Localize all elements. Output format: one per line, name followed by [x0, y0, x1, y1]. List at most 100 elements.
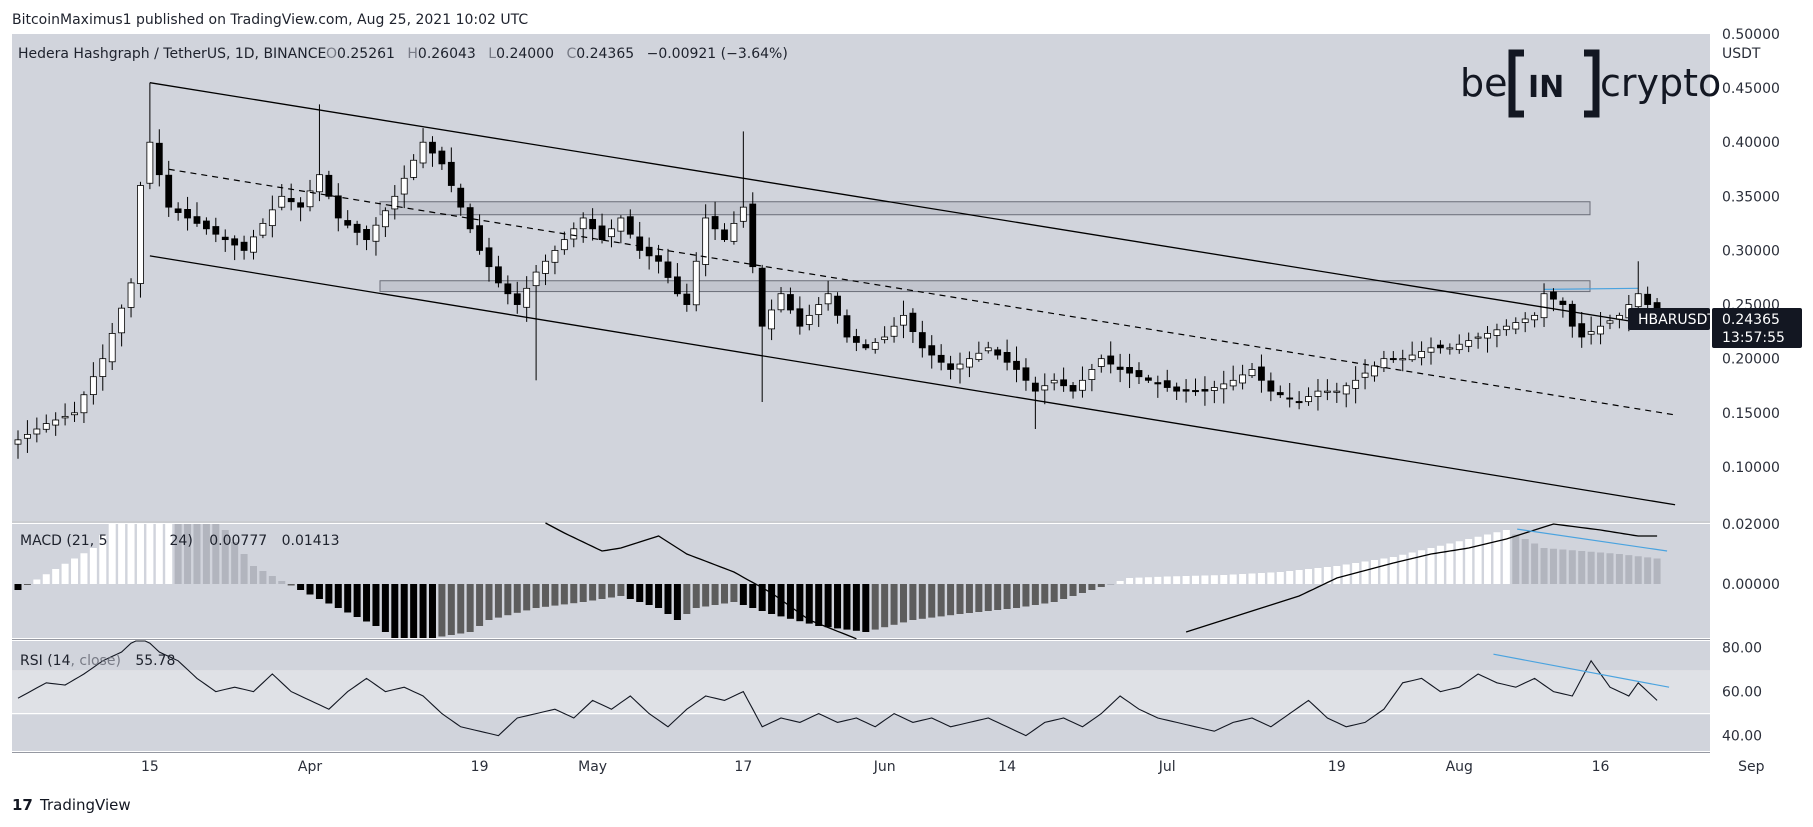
candle-body[interactable]	[909, 312, 917, 333]
candle-body[interactable]	[297, 202, 305, 208]
candle-body[interactable]	[155, 142, 163, 176]
candle-body[interactable]	[1276, 392, 1284, 396]
candle-body[interactable]	[636, 236, 644, 251]
candle-body[interactable]	[711, 216, 719, 230]
candle-body[interactable]	[1521, 318, 1529, 323]
candle-body[interactable]	[1606, 320, 1614, 324]
candle-body[interactable]	[410, 159, 418, 178]
candle-body[interactable]	[1050, 379, 1058, 384]
candle-body[interactable]	[1568, 303, 1576, 327]
candle-body[interactable]	[608, 228, 615, 238]
candle-body[interactable]	[1145, 377, 1152, 381]
candle-body[interactable]	[495, 266, 502, 284]
candle-body[interactable]	[250, 236, 257, 253]
candle-body[interactable]	[570, 228, 578, 240]
candle-body[interactable]	[1408, 354, 1416, 361]
candle-body[interactable]	[1182, 389, 1190, 392]
candle-body[interactable]	[429, 141, 436, 154]
candle-body[interactable]	[240, 241, 248, 251]
candle-body[interactable]	[1041, 385, 1049, 391]
candle-body[interactable]	[1314, 390, 1322, 397]
candle-body[interactable]	[1380, 358, 1388, 369]
candle-body[interactable]	[268, 209, 276, 227]
candle-body[interactable]	[184, 209, 191, 219]
resistance-zone[interactable]	[379, 201, 1591, 216]
candle-body[interactable]	[80, 394, 88, 414]
candle-body[interactable]	[739, 206, 747, 222]
candle-body[interactable]	[532, 271, 540, 287]
candle-body[interactable]	[1418, 351, 1425, 359]
candle-body[interactable]	[702, 217, 710, 265]
candle-body[interactable]	[824, 293, 832, 305]
candle-body[interactable]	[42, 423, 50, 430]
candle-body[interactable]	[598, 225, 606, 241]
candle-body[interactable]	[513, 293, 521, 305]
candle-body[interactable]	[1305, 396, 1312, 403]
candle-body[interactable]	[344, 220, 352, 226]
candle-body[interactable]	[306, 190, 314, 208]
candle-body[interactable]	[881, 336, 889, 341]
candle-body[interactable]	[353, 223, 361, 233]
candle-body[interactable]	[1361, 372, 1369, 378]
candle-body[interactable]	[589, 218, 597, 230]
candle-body[interactable]	[1295, 401, 1303, 404]
candle-body[interactable]	[278, 195, 286, 208]
candle-body[interactable]	[1389, 358, 1397, 361]
candle-body[interactable]	[890, 325, 898, 337]
candle-body[interactable]	[1079, 379, 1086, 391]
candle-body[interactable]	[466, 207, 474, 230]
candle-body[interactable]	[664, 261, 672, 278]
candle-body[interactable]	[1634, 293, 1642, 308]
candle-body[interactable]	[1022, 367, 1030, 381]
candle-body[interactable]	[476, 225, 483, 251]
candle-body[interactable]	[1286, 397, 1294, 400]
candle-body[interactable]	[787, 294, 794, 311]
candle-body[interactable]	[749, 203, 757, 268]
candle-body[interactable]	[1069, 385, 1077, 392]
candle-body[interactable]	[372, 224, 380, 242]
candle-body[interactable]	[108, 333, 116, 363]
candle-body[interactable]	[1210, 387, 1218, 391]
candle-body[interactable]	[61, 415, 69, 419]
candle-body[interactable]	[984, 347, 992, 352]
candle-body[interactable]	[363, 229, 370, 241]
candle-body[interactable]	[316, 174, 323, 193]
candle-body[interactable]	[674, 276, 681, 295]
candle-body[interactable]	[956, 363, 964, 370]
resistance-zone[interactable]	[379, 280, 1591, 293]
candle-body[interactable]	[438, 150, 446, 165]
candle-body[interactable]	[1088, 369, 1096, 380]
candle-body[interactable]	[1031, 382, 1039, 392]
candle-body[interactable]	[1192, 390, 1199, 393]
candle-body[interactable]	[1003, 351, 1011, 363]
candle-body[interactable]	[768, 309, 775, 330]
candle-body[interactable]	[1342, 385, 1350, 395]
candle-body[interactable]	[174, 208, 182, 213]
candle-body[interactable]	[1559, 300, 1567, 305]
candle-body[interactable]	[334, 195, 342, 219]
candle-body[interactable]	[1220, 383, 1228, 390]
candle-body[interactable]	[1267, 380, 1275, 392]
candle-body[interactable]	[918, 332, 926, 349]
candle-body[interactable]	[1578, 323, 1586, 338]
candle-body[interactable]	[900, 314, 907, 326]
candle-body[interactable]	[1154, 382, 1162, 385]
candle-body[interactable]	[381, 210, 389, 228]
candle-body[interactable]	[1060, 379, 1068, 387]
candle-body[interactable]	[617, 217, 625, 232]
candle-body[interactable]	[1333, 390, 1341, 393]
candle-body[interactable]	[202, 220, 210, 230]
candle-body[interactable]	[1550, 291, 1557, 300]
candle-body[interactable]	[852, 336, 860, 343]
candle-body[interactable]	[137, 185, 144, 284]
candle-body[interactable]	[1352, 379, 1360, 389]
candle-body[interactable]	[928, 345, 936, 356]
candle-body[interactable]	[1455, 343, 1463, 351]
candle-body[interactable]	[937, 354, 945, 363]
candle-body[interactable]	[1399, 358, 1407, 361]
candle-body[interactable]	[165, 174, 173, 208]
candle-body[interactable]	[146, 141, 154, 184]
candle-body[interactable]	[834, 295, 841, 316]
candle-body[interactable]	[1116, 366, 1124, 370]
candle-body[interactable]	[975, 352, 983, 361]
